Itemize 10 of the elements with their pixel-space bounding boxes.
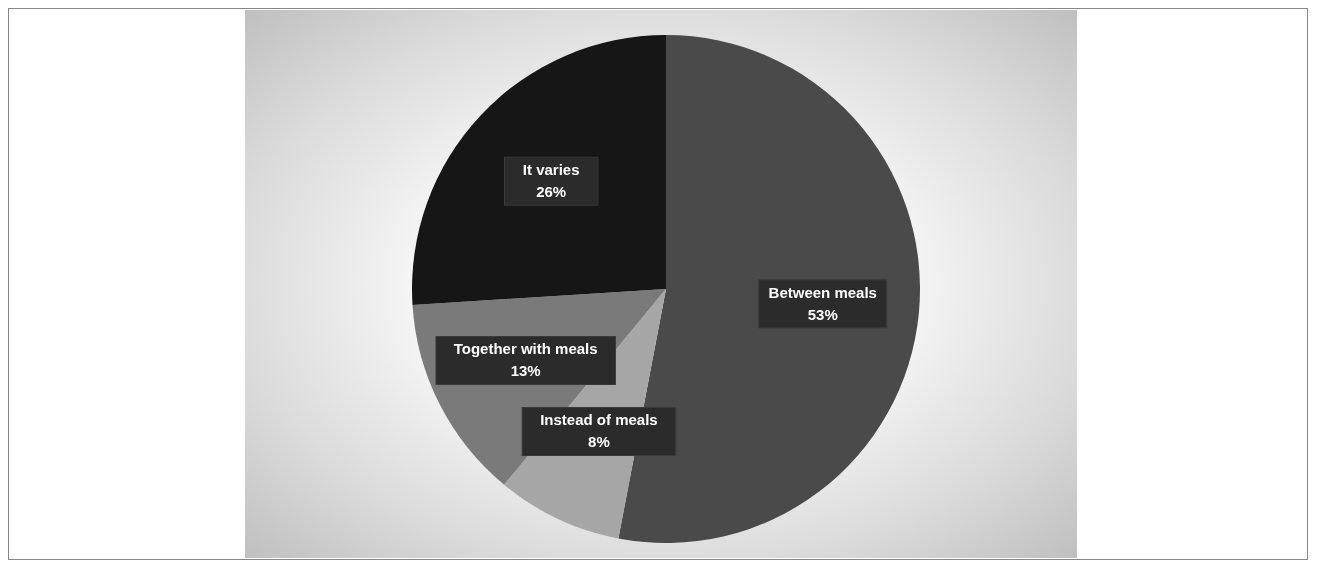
data-label: 13%: [510, 362, 541, 380]
pie-slice: [618, 35, 920, 543]
data-label: 26%: [536, 183, 567, 201]
slice-label: Together with meals: [453, 340, 598, 358]
slice-label: Between meals: [768, 283, 877, 301]
pie-slice: [412, 35, 666, 305]
slice-label: It varies: [522, 161, 580, 179]
data-label: 8%: [588, 433, 610, 451]
data-label: 53%: [807, 305, 838, 323]
slice-label: Instead of meals: [540, 411, 658, 429]
